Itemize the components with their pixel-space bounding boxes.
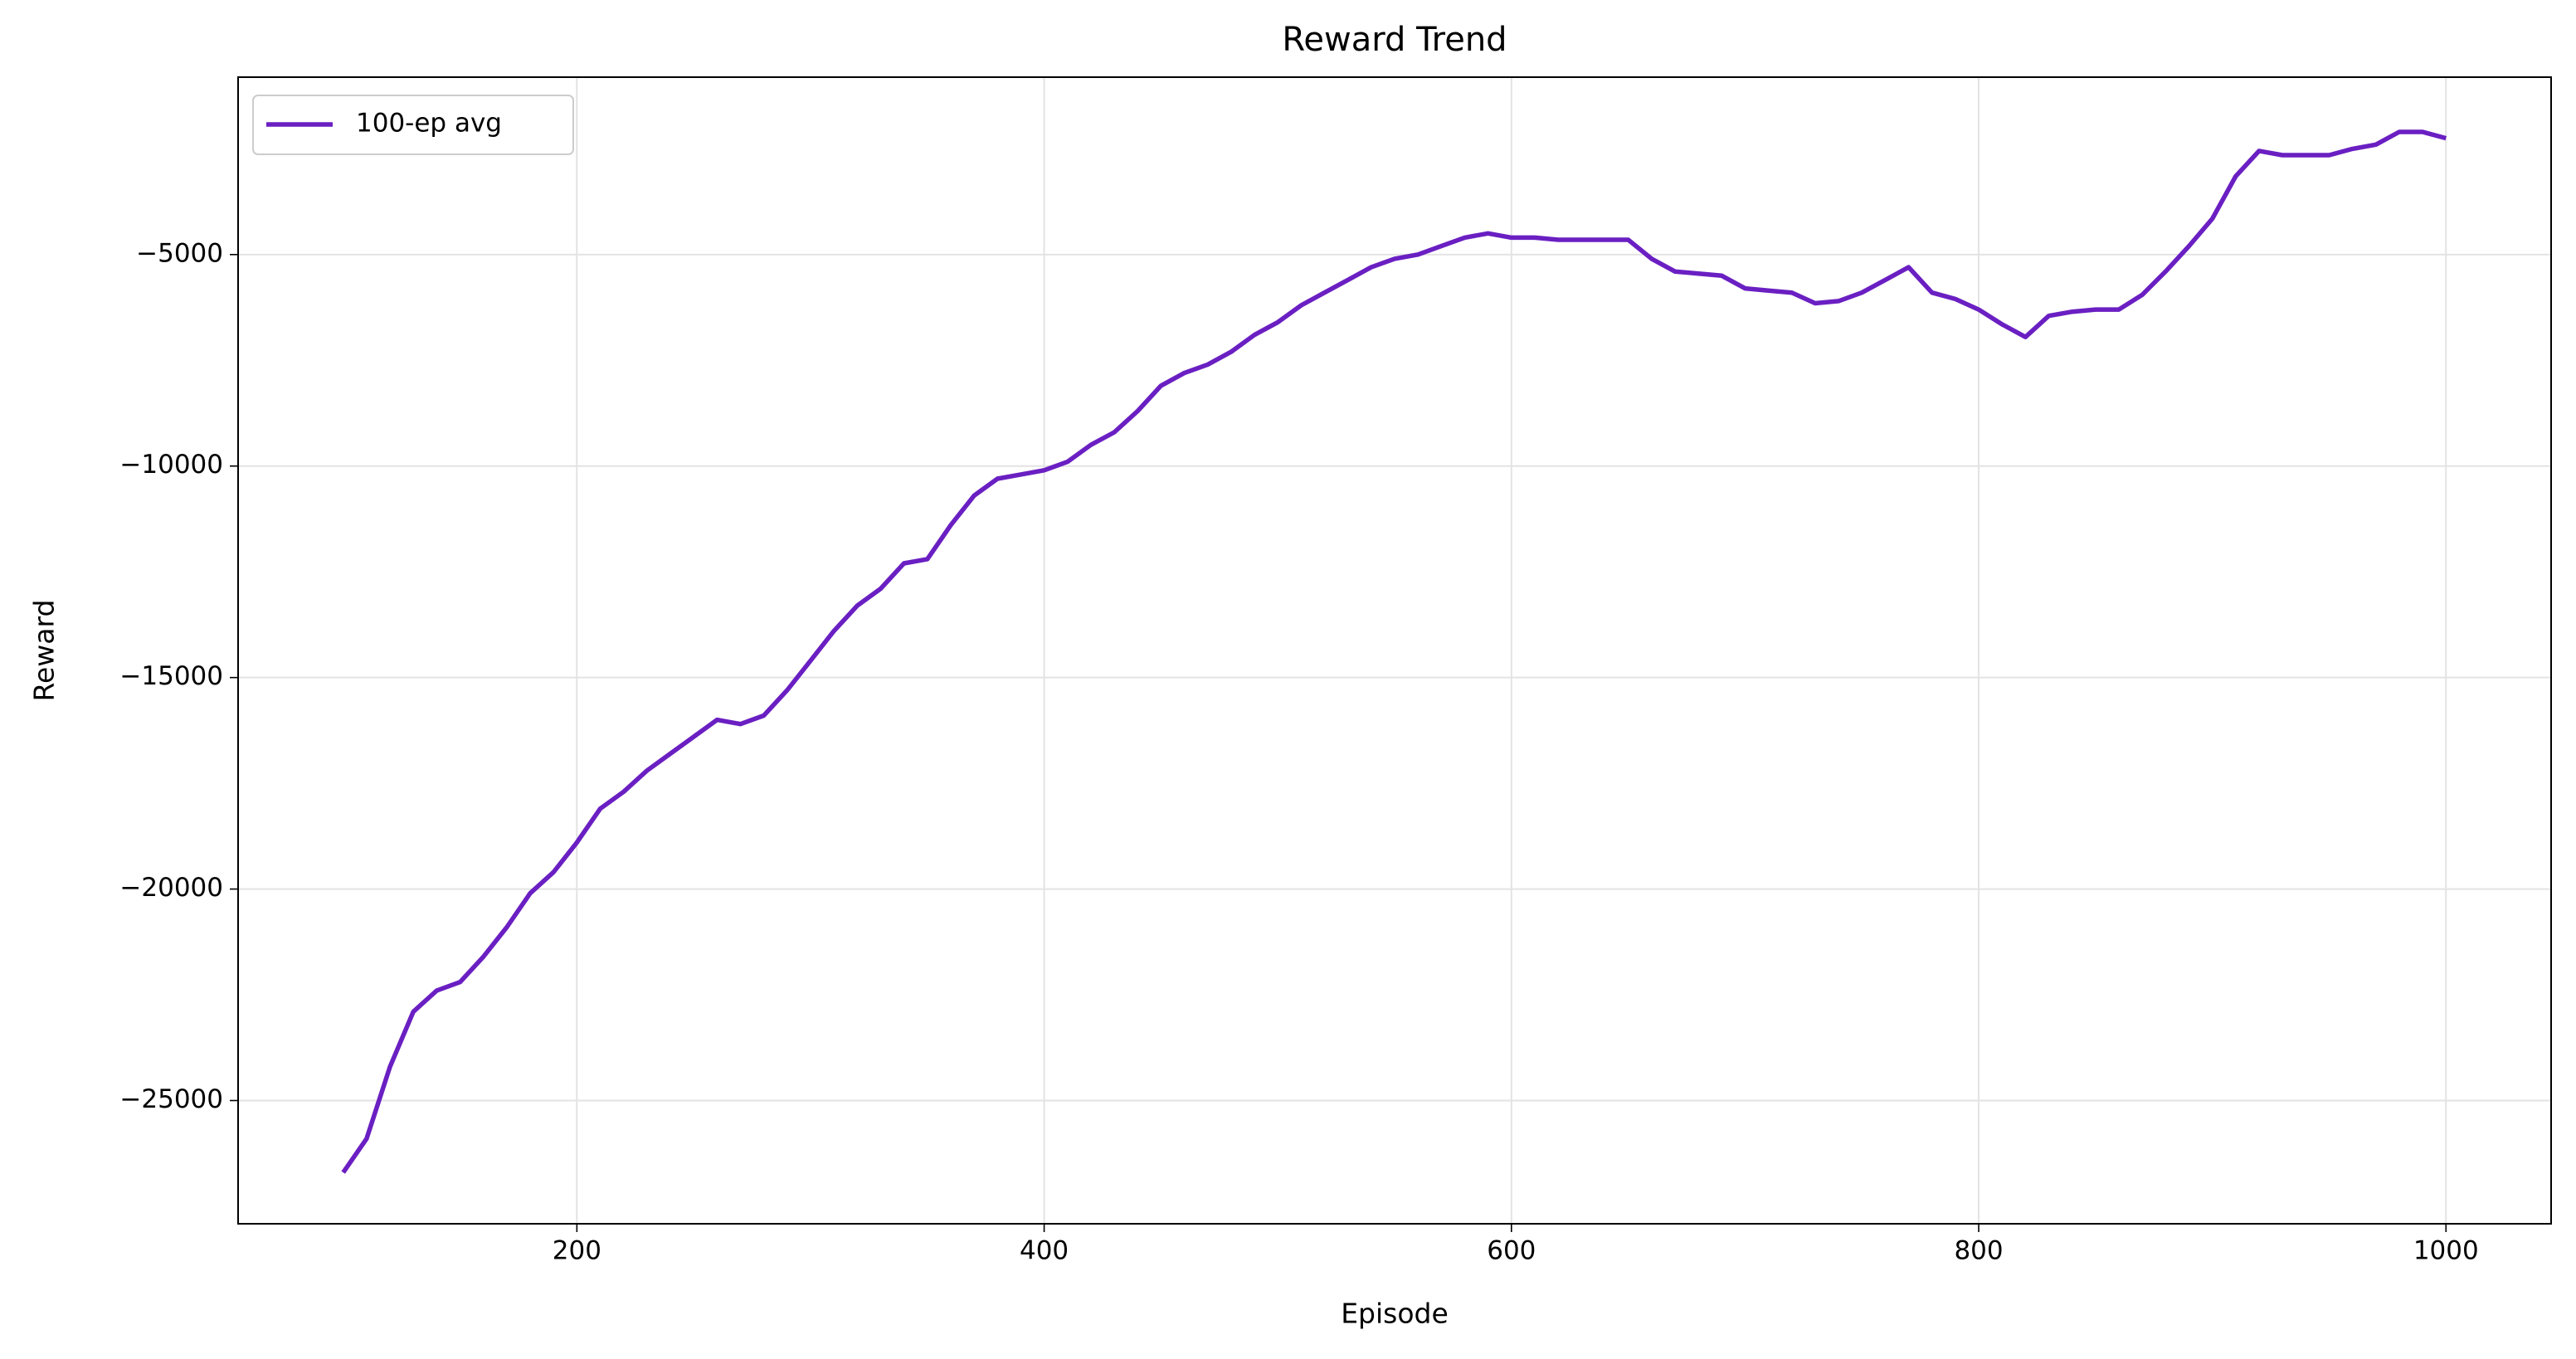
y-tick-label: −10000: [119, 450, 223, 480]
x-tick-label: 800: [1954, 1236, 2003, 1266]
x-tick-label: 1000: [2413, 1236, 2479, 1266]
plot-frame: [237, 76, 2552, 1225]
x-tick-label: 200: [553, 1236, 601, 1266]
y-tick-label: −20000: [119, 873, 223, 903]
y-tick-label: −15000: [119, 661, 223, 691]
legend-label: 100-ep avg: [356, 109, 502, 139]
x-tick-label: 400: [1020, 1236, 1069, 1266]
x-axis-label: Episode: [1341, 1298, 1449, 1330]
data-line: [341, 129, 2447, 1174]
y-axis-label: Reward: [28, 600, 61, 702]
y-tick-label: −25000: [119, 1084, 223, 1114]
legend-box: [252, 95, 574, 155]
chart-title: Reward Trend: [1282, 21, 1507, 59]
y-tick-label: −5000: [136, 238, 223, 268]
x-tick-label: 600: [1487, 1236, 1536, 1266]
